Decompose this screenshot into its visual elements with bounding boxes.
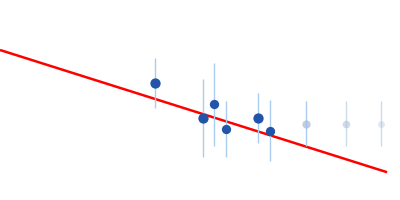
Point — [199, 116, 206, 120]
Point — [152, 82, 158, 85]
Point — [223, 128, 229, 131]
Point — [303, 122, 309, 125]
Point — [343, 122, 349, 125]
Point — [378, 122, 384, 125]
Point — [255, 116, 261, 120]
Point — [266, 129, 273, 132]
Point — [211, 103, 217, 106]
